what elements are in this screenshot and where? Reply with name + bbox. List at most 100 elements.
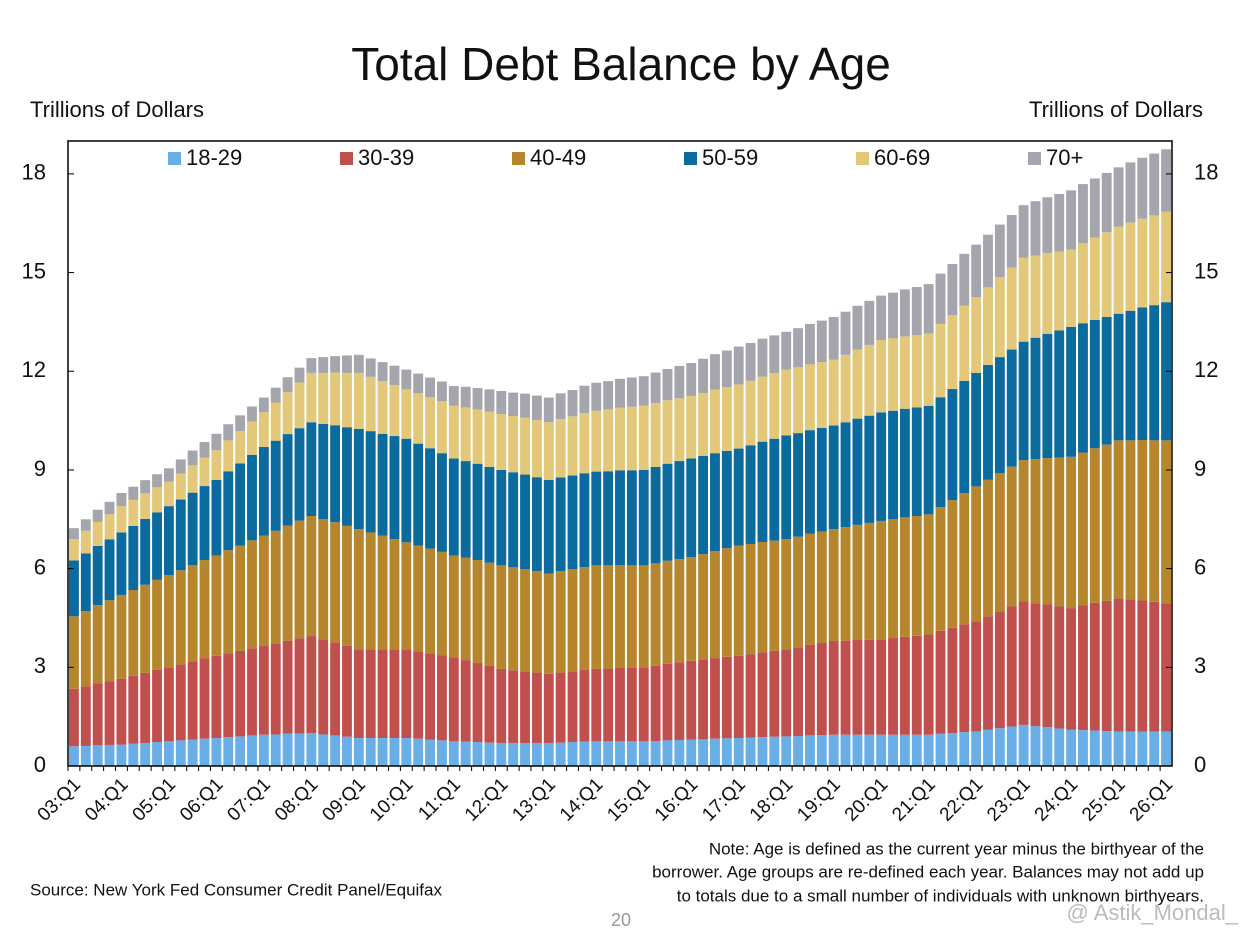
bar-segment: [92, 521, 103, 546]
bar-segment: [650, 665, 661, 741]
bar-segment: [187, 465, 198, 493]
bar-segment: [888, 638, 898, 735]
bar-segment: [508, 392, 519, 416]
bar-segment: [520, 417, 530, 475]
bar-segment: [187, 450, 198, 466]
bar-segment: [959, 305, 970, 381]
bar-segment: [698, 455, 709, 555]
bar-segment: [638, 405, 649, 470]
bar-segment: [472, 741, 483, 766]
x-tick-label: 21:Q1: [888, 774, 939, 825]
bar-segment: [484, 389, 495, 412]
bar-segment: [80, 530, 91, 554]
bar-segment: [401, 369, 412, 390]
bar-segment: [413, 545, 424, 652]
bar-segment: [805, 430, 815, 534]
bar-segment: [128, 499, 139, 526]
bar-segment: [377, 649, 388, 739]
bar-segment: [793, 433, 803, 537]
bar-segment: [484, 466, 495, 563]
bar-segment: [947, 264, 958, 316]
bar-segment: [1042, 604, 1053, 728]
bar-segment: [935, 733, 946, 766]
bar-segment: [579, 473, 590, 567]
legend-swatch: [340, 152, 353, 165]
bar-segment: [508, 742, 519, 766]
bar-segment: [163, 506, 174, 576]
bar-segment: [745, 737, 756, 766]
bar-segment: [579, 669, 590, 742]
watermark: @ Astik_Mondal_: [1066, 900, 1238, 925]
bar-segment: [496, 668, 507, 743]
bar-segment: [128, 590, 139, 676]
note-line: borrower. Age groups are re-defined each…: [652, 862, 1204, 881]
bar-segment: [1101, 316, 1112, 445]
bar-segment: [270, 402, 281, 441]
bar-segment: [615, 667, 625, 742]
bar-segment: [104, 539, 115, 601]
bar-segment: [330, 356, 341, 373]
bar-segment: [781, 649, 792, 737]
bar-segment: [199, 658, 210, 739]
bar-segment: [698, 358, 709, 393]
bar-segment: [781, 369, 792, 436]
bar-segment: [342, 645, 352, 737]
bar-segment: [781, 736, 792, 766]
bar-segment: [282, 525, 293, 641]
bar-segment: [555, 418, 566, 478]
bar-segment: [1018, 257, 1029, 342]
bar-segment: [935, 323, 946, 398]
bar-segment: [828, 359, 839, 426]
bar-segment: [365, 532, 376, 650]
bar-segment: [840, 734, 851, 766]
bar-segment: [401, 649, 412, 739]
bar-segment: [1078, 730, 1088, 766]
legend-swatch: [684, 152, 697, 165]
bar-segment: [211, 479, 222, 556]
bar-segment: [377, 381, 388, 434]
bar-segment: [923, 405, 934, 515]
bar-segment: [579, 741, 590, 766]
y-tick-label: 3: [34, 653, 46, 678]
bar-segment: [460, 660, 471, 742]
y2-axis-label: Trillions of Dollars: [1029, 97, 1203, 122]
bar-segment: [342, 736, 352, 766]
x-tick-label: 22:Q1: [936, 774, 987, 825]
bar-segment: [994, 277, 1005, 358]
bar-segment: [92, 605, 103, 684]
bar-segment: [757, 338, 768, 377]
bar-segment: [1161, 440, 1171, 604]
bar-segment: [733, 384, 744, 449]
bar-segment: [247, 421, 257, 455]
bar-segment: [603, 741, 614, 766]
bar-segment: [128, 675, 139, 744]
bar-segment: [282, 377, 293, 392]
bar-segment: [615, 407, 625, 471]
bar-segment: [911, 635, 922, 735]
bar-segment: [140, 493, 151, 519]
bar-segment: [128, 525, 139, 591]
bar-segment: [413, 443, 424, 546]
bar-segment: [496, 565, 507, 669]
bar-segment: [805, 533, 815, 645]
bar-segment: [425, 448, 435, 549]
bar-segment: [1149, 440, 1160, 602]
x-tick-label: 11:Q1: [414, 774, 464, 824]
bar-segment: [662, 740, 673, 766]
bar-segment: [864, 415, 875, 523]
bar-segment: [686, 363, 697, 396]
x-tick-label: 07:Q1: [224, 774, 275, 825]
bar-segment: [733, 738, 744, 766]
bar-segment: [876, 639, 887, 735]
bar-segment: [152, 741, 162, 766]
bar-segment: [662, 368, 673, 401]
bar-segment: [69, 616, 79, 689]
bar-segment: [377, 362, 388, 382]
page-number: 20: [611, 910, 631, 930]
bar-segment: [947, 500, 958, 628]
bar-segment: [650, 466, 661, 564]
bar-segment: [1137, 218, 1148, 308]
bar-segment: [686, 660, 697, 740]
bar-segment: [484, 411, 495, 467]
bar-segment: [615, 470, 625, 566]
